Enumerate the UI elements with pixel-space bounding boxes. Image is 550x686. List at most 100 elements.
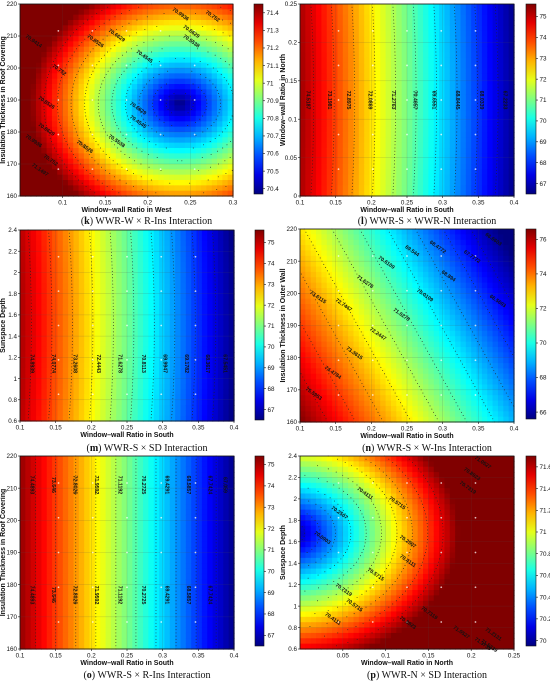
heatmap-cell	[94, 153, 101, 160]
heatmap-cell	[396, 132, 403, 138]
heatmap-cell	[126, 25, 133, 32]
contour-point	[395, 102, 397, 104]
contour-point	[147, 125, 149, 127]
heatmap-cell	[105, 52, 112, 58]
heatmap-cell	[142, 153, 149, 160]
heatmap-cell	[401, 153, 408, 160]
heatmap-cell	[84, 357, 91, 364]
heatmap-cell	[407, 14, 413, 21]
heatmap-cell	[121, 62, 128, 69]
heatmap-cell	[20, 116, 26, 122]
heatmap-cell	[105, 336, 112, 343]
heatmap-cell	[46, 9, 53, 16]
heatmap-cell	[67, 46, 74, 53]
heatmap-cell	[78, 4, 85, 10]
heatmap-cell	[385, 169, 392, 176]
heatmap-cell	[62, 230, 69, 236]
heatmap-cell	[316, 137, 322, 144]
heatmap-cell	[89, 137, 96, 144]
contour-point	[455, 153, 457, 155]
heatmap-cell	[332, 57, 339, 64]
contour-point	[115, 121, 116, 123]
heatmap-cell	[321, 164, 328, 170]
heatmap-cell	[321, 190, 328, 197]
heatmap-cell	[310, 169, 317, 176]
heatmap-cell	[52, 288, 59, 295]
heatmap-cell	[52, 267, 59, 274]
heatmap-cell	[94, 389, 101, 396]
heatmap-cell	[46, 153, 53, 160]
heatmap-cell	[41, 164, 48, 170]
heatmap-cell	[121, 240, 128, 247]
contour-point	[311, 169, 313, 171]
contour-point	[174, 57, 176, 59]
contour-point	[455, 166, 457, 168]
heatmap-cell	[73, 148, 80, 154]
heatmap-cell	[110, 36, 117, 42]
heatmap-cell	[174, 52, 181, 58]
heatmap-cell	[73, 298, 80, 305]
panel-k: 0.1 0.15 0.2 0.25 0.316017018019020021022070…	[0, 1, 279, 227]
heatmap-cell	[471, 185, 478, 192]
heatmap-cell	[217, 14, 223, 21]
contour-point	[125, 182, 127, 184]
contour-point	[81, 41, 83, 43]
heatmap-cell	[385, 164, 392, 170]
heatmap-cell	[51, 94, 58, 101]
heatmap-cell	[374, 137, 381, 144]
heatmap-cell	[401, 190, 408, 197]
heatmap-cell	[401, 169, 408, 176]
contour-point	[169, 182, 171, 184]
heatmap-cell	[455, 105, 462, 112]
heatmap-cell	[67, 84, 74, 90]
heatmap-cell	[62, 89, 69, 96]
heatmap-cell	[68, 283, 75, 289]
heatmap-cell	[222, 142, 229, 149]
heatmap-cell	[476, 46, 483, 53]
heatmap-cell	[121, 415, 128, 422]
contour-point	[352, 16, 354, 18]
heatmap-cell	[62, 336, 69, 343]
heatmap-cell	[364, 41, 371, 48]
heatmap-cell	[401, 46, 408, 53]
heatmap-cell	[30, 169, 37, 176]
contour-point	[413, 185, 415, 187]
heatmap-cell	[20, 14, 26, 21]
contour-point	[497, 134, 499, 136]
heatmap-cell	[131, 52, 138, 58]
contour-point	[226, 80, 228, 82]
contour-point	[394, 38, 395, 40]
heatmap-cell	[163, 190, 170, 197]
heatmap-cell	[126, 153, 133, 160]
heatmap-cell	[89, 336, 96, 343]
heatmap-cell	[417, 4, 424, 10]
contour-point	[374, 96, 376, 98]
heatmap-cell	[174, 100, 181, 106]
heatmap-cell	[227, 36, 234, 42]
heatmap-cell	[455, 57, 462, 64]
sample-point	[159, 29, 162, 32]
heatmap-cell	[83, 4, 90, 10]
heatmap-cell	[185, 148, 191, 154]
heatmap-cell	[358, 164, 365, 170]
heatmap-cell	[508, 14, 515, 21]
heatmap-cell	[94, 142, 101, 149]
heatmap-cell	[20, 357, 26, 364]
heatmap-cell	[380, 126, 387, 133]
heatmap-cell	[115, 137, 122, 144]
contour-label: 67.2233	[501, 91, 507, 110]
heatmap-cell	[68, 240, 75, 247]
contour-point	[333, 67, 335, 69]
heatmap-cell	[25, 169, 32, 176]
heatmap-cell	[195, 132, 202, 138]
heatmap-cell	[390, 148, 397, 154]
contour-point	[333, 77, 335, 79]
heatmap-cell	[94, 341, 101, 348]
heatmap-cell	[51, 105, 58, 112]
heatmap-cell	[105, 190, 112, 197]
heatmap-cell	[35, 57, 42, 64]
heatmap-cell	[412, 174, 419, 181]
heatmap-cell	[348, 148, 355, 154]
heatmap-cell	[465, 46, 472, 53]
heatmap-cell	[369, 14, 376, 21]
